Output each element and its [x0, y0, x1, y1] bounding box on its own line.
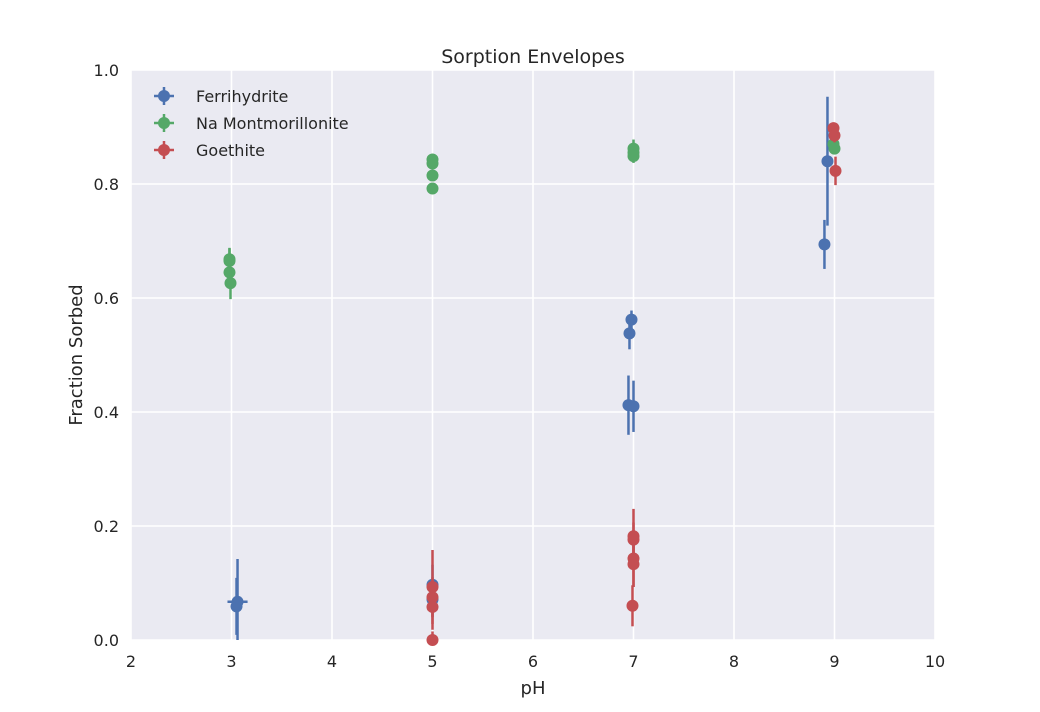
x-tick-label: 5 [427, 652, 437, 671]
data-point [627, 150, 640, 163]
y-tick-label: 0.6 [94, 289, 119, 308]
data-point [223, 253, 236, 266]
x-axis-label: pH [521, 678, 546, 699]
legend-item: Ferrihydrite [154, 87, 288, 106]
data-point [426, 169, 439, 182]
y-tick-label: 0.8 [94, 175, 119, 194]
x-tick-label: 10 [925, 652, 945, 671]
x-tick-label: 7 [628, 652, 638, 671]
data-point [821, 155, 834, 168]
y-tick-label: 1.0 [94, 61, 119, 80]
x-axis-ticks: 2 3 4 5 6 7 8 9 10 [126, 652, 945, 671]
data-point [626, 599, 639, 612]
data-point [426, 182, 439, 195]
data-point [426, 600, 439, 613]
data-marks [223, 96, 842, 646]
data-point [623, 327, 636, 340]
data-point [224, 277, 237, 290]
data-point [231, 595, 244, 608]
legend-marker [158, 90, 170, 102]
legend: Ferrihydrite Na Montmorillonite Goethite [154, 87, 349, 160]
legend-marker [158, 117, 170, 129]
y-tick-label: 0.0 [94, 631, 119, 650]
legend-label: Ferrihydrite [196, 87, 288, 106]
legend-label: Goethite [196, 141, 265, 160]
series-goethite [426, 122, 842, 646]
x-tick-label: 8 [729, 652, 739, 671]
chart-title: Sorption Envelopes [441, 46, 625, 68]
legend-marker [158, 144, 170, 156]
x-tick-label: 6 [528, 652, 538, 671]
y-axis-label: Fraction Sorbed [66, 284, 87, 425]
legend-label: Na Montmorillonite [196, 114, 349, 133]
x-tick-label: 4 [327, 652, 337, 671]
data-point [625, 313, 638, 326]
y-axis-ticks: 0.0 0.2 0.4 0.6 0.8 1.0 [94, 61, 119, 650]
data-point [627, 558, 640, 571]
legend-item: Na Montmorillonite [154, 114, 349, 133]
y-tick-label: 0.4 [94, 403, 119, 422]
x-tick-label: 2 [126, 652, 136, 671]
x-tick-label: 9 [829, 652, 839, 671]
x-tick-label: 3 [226, 652, 236, 671]
data-point [426, 634, 439, 646]
data-point [828, 142, 841, 155]
data-point [828, 129, 841, 142]
data-point [818, 238, 831, 251]
data-point [829, 164, 842, 177]
legend-item: Goethite [154, 141, 265, 160]
data-point [426, 157, 439, 170]
y-tick-label: 0.2 [94, 517, 119, 536]
data-point [627, 400, 640, 413]
